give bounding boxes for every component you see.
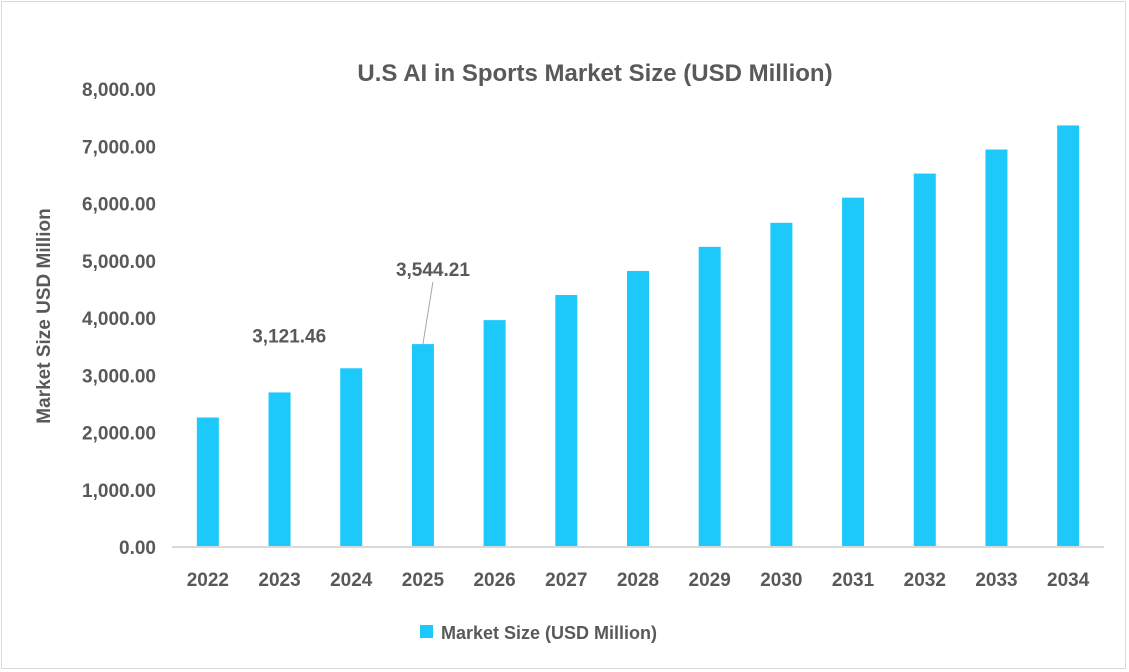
bar-2030 bbox=[770, 222, 793, 547]
chart-title: U.S AI in Sports Market Size (USD Millio… bbox=[357, 60, 832, 87]
bar-2033 bbox=[985, 149, 1008, 547]
y-tick-label: 1,000.00 bbox=[82, 481, 156, 502]
x-tick-label: 2029 bbox=[689, 570, 731, 591]
x-tick-label: 2025 bbox=[402, 570, 445, 591]
data-label: 3,121.46 bbox=[252, 326, 326, 347]
bar-2023 bbox=[268, 392, 291, 547]
bar-2031 bbox=[842, 197, 865, 547]
x-tick-label: 2031 bbox=[832, 570, 875, 591]
y-tick-label: 8,000.00 bbox=[82, 80, 156, 101]
x-tick-label: 2033 bbox=[975, 570, 1017, 591]
y-tick-label: 3,000.00 bbox=[82, 366, 156, 387]
bar-2024 bbox=[340, 368, 363, 547]
y-tick-label: 0.00 bbox=[119, 538, 156, 559]
y-tick-label: 4,000.00 bbox=[82, 309, 156, 330]
y-tick-label: 5,000.00 bbox=[82, 252, 156, 273]
bar-2034 bbox=[1057, 125, 1080, 547]
data-label: 3,544.21 bbox=[396, 260, 470, 281]
bar-2025 bbox=[411, 344, 434, 547]
bar-2029 bbox=[698, 246, 721, 547]
y-axis-label: Market Size USD Million bbox=[34, 208, 55, 423]
bar-2027 bbox=[555, 295, 578, 547]
x-tick-label: 2027 bbox=[545, 570, 587, 591]
bar-2032 bbox=[913, 173, 936, 548]
y-tick-label: 2,000.00 bbox=[82, 424, 156, 445]
x-tick-label: 2030 bbox=[760, 570, 802, 591]
data-label-leader-line bbox=[422, 282, 434, 345]
bar-2026 bbox=[483, 320, 506, 547]
x-tick-label: 2026 bbox=[473, 570, 515, 591]
legend-label: Market Size (USD Million) bbox=[441, 623, 657, 643]
y-tick-label: 6,000.00 bbox=[82, 195, 156, 216]
x-tick-label: 2034 bbox=[1047, 570, 1090, 591]
x-tick-label: 2032 bbox=[904, 570, 946, 591]
y-tick-label: 7,000.00 bbox=[82, 137, 156, 158]
bar-2022 bbox=[196, 417, 219, 547]
x-tick-label: 2028 bbox=[617, 570, 659, 591]
x-tick-label: 2024 bbox=[330, 570, 373, 591]
legend-swatch bbox=[420, 625, 433, 638]
bar-2028 bbox=[627, 270, 649, 547]
x-tick-label: 2023 bbox=[258, 570, 300, 591]
x-tick-label: 2022 bbox=[187, 570, 229, 591]
